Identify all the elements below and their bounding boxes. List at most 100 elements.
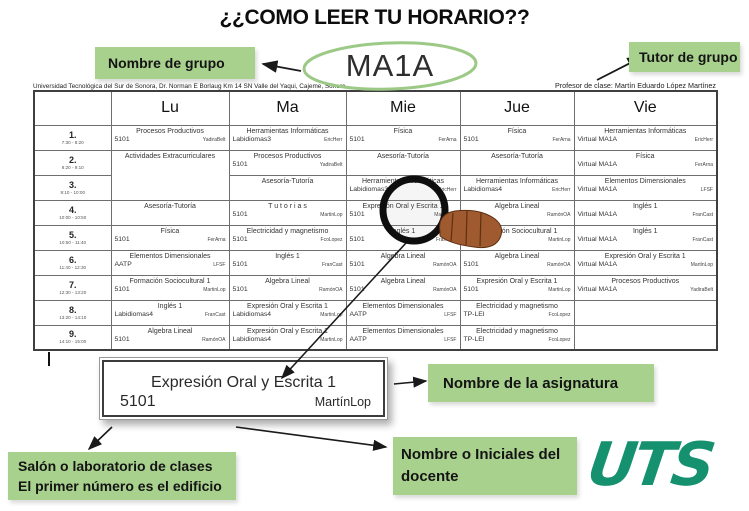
cell-subject: Electricidad y magnetismo (476, 327, 558, 335)
cell-teacher: RamónOA (319, 286, 343, 293)
schedule-table: Lu Ma Mie Jue Vie 1. 7:30 - 8:20 Procesos Produ… (33, 90, 718, 351)
zoomed-cell-callout: Expresión Oral y Escrita 1 5101 MartínLo… (99, 357, 388, 420)
schedule-row: 6. 11:40 - 12:30 Elementos Dimensionales AA… (33, 249, 718, 276)
label-room-line2: El primer número es el edificio (18, 478, 222, 494)
cell-teacher: MartinLop (548, 236, 571, 243)
cell-room: 5101 (349, 210, 365, 218)
cell-subject: Procesos Productivos (136, 127, 204, 135)
cell-teacher: FranCast (692, 211, 713, 218)
group-code: MA1A (345, 48, 435, 83)
cell-subject: Algebra Lineal (380, 277, 426, 285)
schedule-cell: Elementos Dimensionales AATP LFSF (110, 249, 230, 276)
cell-room: 5101 (232, 285, 248, 293)
cell-teacher: MartinLop (690, 261, 713, 268)
cell-room: 5101 (349, 285, 365, 293)
label-room: Salón o laboratorio de clases El primer … (8, 452, 236, 500)
cell-subject: Expresión Oral y Escrita 1 (604, 252, 686, 260)
day-header: Vie (573, 90, 718, 126)
schedule-row: 2. 8:20 - 9:10 Actividades Extracurricular… (33, 149, 718, 201)
cell-room: 5101 (232, 235, 248, 243)
arrow-to-teacher-label (235, 426, 388, 451)
schedule-cell: Herramientas Informáticas Labidiomas3 Eric… (345, 174, 461, 201)
cell-subject: Procesos Productivos (611, 277, 680, 285)
cell-room: 5101 (463, 210, 479, 218)
cell-room: 5101 (232, 160, 248, 168)
cell-teacher: LFSF (213, 261, 226, 268)
label-room-line1: Salón o laboratorio de clases (18, 458, 213, 474)
label-subject-name-text: Nombre de la asignatura (443, 374, 619, 392)
schedule-cell: Física 5101 FerArna (110, 224, 230, 251)
label-tutor: Tutor de grupo (629, 42, 740, 72)
cell-room: Labidiomas4 (114, 310, 154, 318)
cell-subject: Algebra Lineal (494, 252, 540, 260)
zoomed-cell-frame: Expresión Oral y Escrita 1 5101 MartínLo… (102, 360, 385, 417)
cell-teacher: RamónOA (202, 336, 226, 343)
schedule-cell: Electricidad y magnetismo TP-LEI FcoLopez (459, 324, 575, 351)
cell-subject: Herramientas Informáticas (246, 127, 329, 135)
schedule-cell: Actividades Extracurriculares (110, 149, 230, 201)
cell-subject: T u t o r i a s (268, 202, 307, 210)
label-group-name-text: Nombre de grupo (108, 55, 225, 71)
cell-teacher: YadiraBelt (319, 161, 343, 168)
cell-subject: Elementos Dimensionales (362, 302, 444, 310)
cell-subject: Inglés 1 (157, 302, 183, 310)
schedule-row: 1. 7:30 - 8:20 Procesos Productivos 5101 Yad… (33, 124, 718, 151)
cell-subject: Física (160, 227, 180, 235)
schedule-cell: Expresión Oral y Escrita 1 Labidiomas4 Mar… (228, 299, 347, 326)
cell-room: 5101 (349, 135, 365, 143)
cell-subject: Algebra Lineal (147, 327, 193, 335)
label-group-name: Nombre de grupo (95, 47, 255, 79)
cell-subject: Procesos Productivos (253, 152, 322, 160)
cell-room: Virtual MA1A (577, 285, 618, 293)
schedule-cell: Formación Sociocultural 1 5101 MartinLop (110, 274, 230, 301)
cell-room: AATP (114, 260, 132, 268)
schedule-cell: Asesoría-Tutoría (228, 174, 347, 201)
cell-subject: Inglés 1 (390, 227, 416, 235)
cell-teacher: RamónOA (433, 286, 457, 293)
cell-subject: Herramientas Informáticas (361, 177, 445, 185)
cell-subject: Herramientas Informáticas (475, 177, 559, 185)
schedule-cell: Procesos Productivos 5101 YadiraBelt (110, 124, 230, 151)
cell-room: AATP (349, 310, 367, 318)
arrow-to-room-label (87, 426, 113, 451)
cell-teacher: FerArna (438, 136, 457, 143)
cell-room: Virtual MA1A (577, 210, 618, 218)
cell-room: TP-LEI (463, 335, 485, 343)
schedule-cell: Física 5101 FerArna (345, 124, 461, 151)
schedule-row: 4. 10:00 - 10:50 Asesoría-Tutoría T u t o r… (33, 199, 718, 226)
schedule-cell (573, 299, 718, 326)
cell-teacher: FranCast (435, 236, 457, 243)
university-address-line: Universidad Tecnológica del Sur de Sonor… (33, 83, 346, 90)
cell-room: Labidiomas4 (232, 310, 272, 318)
cell-room: 5101 (114, 285, 130, 293)
schedule-cell: Algebra Lineal 5101 RamónOA (228, 274, 347, 301)
cell-room: Virtual MA1A (577, 160, 618, 168)
cell-teacher: LFSF (700, 186, 713, 193)
cell-teacher: RamónOA (547, 211, 571, 218)
schedule-cell: Inglés 1 5101 FranCast (228, 249, 347, 276)
cell-room: Labidiomas4 (232, 335, 272, 343)
time-column-header (33, 90, 112, 126)
cell-room: 5101 (232, 260, 248, 268)
schedule-cell: Física 5101 FerArna (459, 124, 575, 151)
period-cell: 3. 9:10 - 10:00 (33, 174, 112, 201)
cell-teacher: MartinLop (320, 211, 343, 218)
day-header: Ma (228, 90, 347, 126)
day-header: Jue (459, 90, 575, 126)
day-header: Lu (110, 90, 230, 126)
cell-room: TP-LEI (463, 310, 485, 318)
period-cell: 9. 14:10 - 15:00 (33, 324, 112, 351)
cell-teacher: FerArna (694, 161, 713, 168)
cell-subject: Asesoría-Tutoría (491, 152, 543, 160)
cell-room: Labidiomas3 (349, 185, 389, 193)
cell-subject: Inglés 1 (275, 252, 300, 260)
cell-subject: Formación Sociocultural 1 (129, 277, 211, 285)
cell-room: 5101 (349, 235, 365, 243)
schedule-cell: Expresión Oral y Escrita 1 Labidiomas4 Mar… (228, 324, 347, 351)
schedule-cell: Electricidad y magnetismo 5101 FcoLopez (228, 224, 347, 251)
cell-subject: Física (635, 152, 655, 160)
cell-room: 5101 (463, 285, 479, 293)
cell-subject: Actividades Extracurriculares (124, 152, 216, 160)
schedule-cell: Asesoría-Tutoría (459, 149, 575, 176)
